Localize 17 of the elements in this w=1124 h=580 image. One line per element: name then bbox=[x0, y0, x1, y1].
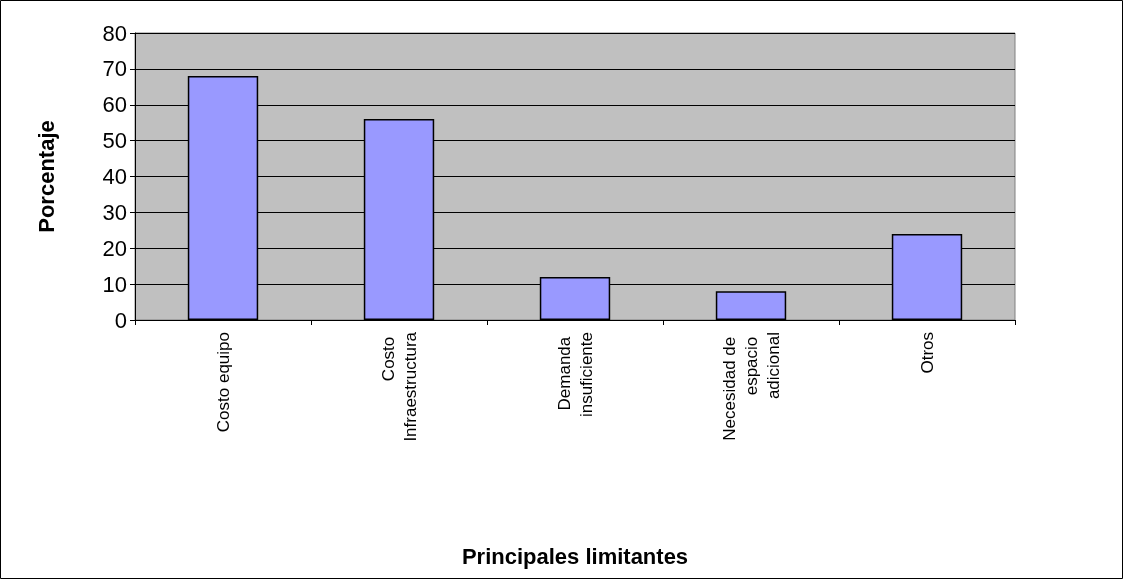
y-tick-label: 50 bbox=[102, 128, 127, 154]
x-tick-label: Costo equipo bbox=[213, 332, 233, 433]
bar bbox=[715, 291, 787, 320]
x-tick-label: Necesidad de espacio adicional bbox=[719, 332, 783, 441]
y-tick-label: 0 bbox=[114, 307, 127, 333]
y-tick-label: 80 bbox=[102, 20, 127, 46]
y-tick-label: 40 bbox=[102, 164, 127, 189]
y-tick-label: 60 bbox=[102, 92, 127, 118]
x-tick-label: Otros bbox=[917, 332, 937, 374]
y-tick-label: 10 bbox=[102, 271, 127, 297]
x-axis-title: Principales limitantes bbox=[461, 543, 689, 569]
y-axis-title: Porcentaje bbox=[33, 120, 59, 233]
y-tick-label: 70 bbox=[102, 56, 127, 82]
x-tick-label: Demanda insuficiente bbox=[554, 332, 596, 418]
x-tick-label: Costo Infraestructura bbox=[378, 331, 420, 442]
y-tick-label: 30 bbox=[102, 199, 127, 225]
y-tick-label: 20 bbox=[102, 235, 127, 261]
